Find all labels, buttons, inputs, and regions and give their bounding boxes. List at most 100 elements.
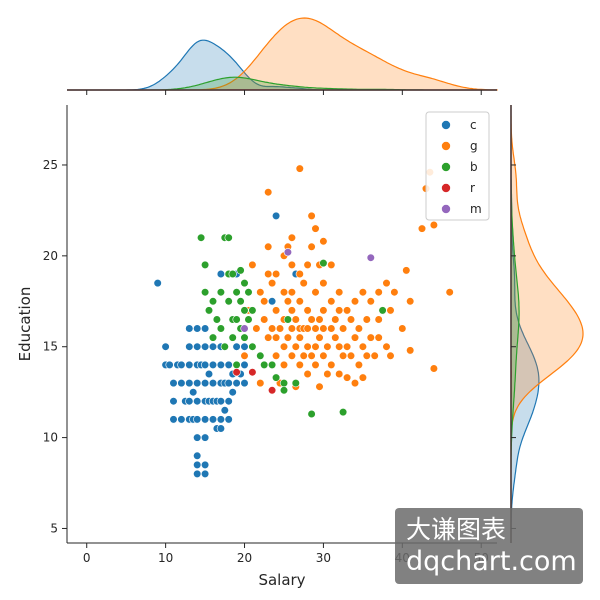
point-c-62: [228, 388, 237, 397]
legend-marker-g: [441, 141, 451, 151]
right-marginal-kde: [510, 105, 584, 543]
point-g-95: [358, 342, 368, 351]
point-b-29: [248, 342, 257, 351]
point-c-53: [216, 360, 225, 370]
point-c-26: [193, 379, 202, 388]
point-b-18: [232, 315, 241, 324]
point-c-1: [161, 342, 170, 351]
point-c-42: [208, 415, 218, 424]
point-g-97: [358, 288, 368, 297]
point-c-70: [240, 360, 249, 370]
point-b-1: [201, 260, 210, 270]
y-tick-label-5: 5: [50, 521, 58, 535]
y-tick-label-20: 20: [43, 249, 58, 263]
point-c-16: [185, 342, 194, 351]
point-c-71: [240, 342, 249, 351]
point-r-0: [232, 368, 241, 377]
point-g-39: [295, 360, 304, 370]
point-m-0: [240, 324, 249, 333]
point-c-37: [201, 360, 210, 370]
point-g-17: [272, 333, 281, 342]
point-g-50: [303, 324, 312, 333]
legend-box: [425, 111, 490, 221]
point-c-17: [185, 324, 194, 333]
point-g-116: [417, 224, 427, 233]
point-g-92: [350, 297, 360, 306]
point-g-72: [323, 369, 332, 379]
point-g-74: [327, 324, 336, 333]
point-c-22: [193, 451, 202, 460]
point-c-38: [201, 342, 210, 351]
point-g-88: [346, 351, 356, 360]
point-b-5: [208, 297, 218, 306]
point-g-108: [382, 279, 391, 288]
watermark: 大谦图表 dqchart.com: [395, 508, 583, 584]
watermark-line2: dqchart.com: [406, 546, 577, 577]
point-g-32: [287, 306, 297, 315]
point-b-11: [224, 233, 233, 242]
point-b-8: [216, 324, 225, 333]
point-g-91: [350, 333, 360, 342]
x-axis-label: Salary: [258, 571, 305, 589]
point-c-34: [201, 415, 210, 424]
point-b-24: [240, 279, 249, 288]
point-g-90: [350, 379, 360, 388]
point-c-58: [224, 415, 233, 424]
point-c-13: [185, 397, 194, 406]
point-g-59: [311, 324, 320, 333]
y-axis-label: Education: [16, 287, 34, 362]
x-tick-label-20: 20: [237, 551, 252, 565]
point-c-61: [224, 360, 233, 370]
point-g-16: [272, 351, 281, 360]
point-c-32: [201, 460, 210, 470]
point-g-67: [319, 324, 328, 333]
x-tick-label-0: 0: [83, 551, 91, 565]
x-tick-label-10: 10: [158, 551, 173, 565]
point-g-62: [315, 382, 324, 391]
point-b-2: [201, 288, 210, 297]
point-g-18: [272, 306, 281, 315]
point-g-25: [279, 288, 289, 297]
point-g-101: [366, 297, 375, 306]
point-g-43: [295, 269, 304, 279]
point-g-6: [256, 288, 265, 297]
point-g-81: [335, 306, 344, 315]
point-b-28: [248, 306, 257, 315]
point-g-104: [374, 315, 383, 324]
point-g-9: [264, 333, 273, 342]
point-c-14: [185, 379, 194, 388]
point-g-79: [335, 369, 344, 379]
point-b-26: [244, 315, 253, 324]
point-g-47: [299, 279, 308, 288]
point-c-55: [216, 269, 225, 279]
point-c-19: [189, 388, 198, 397]
point-b-7: [216, 288, 225, 297]
point-b-0: [197, 233, 206, 242]
top-kde-g: [67, 17, 498, 91]
point-g-105: [374, 288, 383, 297]
point-g-119: [429, 220, 439, 230]
point-c-36: [201, 379, 210, 388]
point-g-8: [260, 297, 269, 306]
point-g-27: [283, 333, 293, 342]
point-g-5: [256, 379, 265, 388]
legend-marker-m: [441, 204, 451, 214]
point-g-84: [339, 324, 348, 333]
point-g-94: [354, 324, 364, 333]
point-c-15: [185, 360, 194, 370]
point-c-8: [177, 415, 186, 424]
point-b-3: [204, 306, 214, 315]
point-g-56: [307, 211, 316, 220]
point-g-78: [331, 315, 340, 324]
point-b-4: [208, 333, 218, 342]
point-c-33: [201, 433, 210, 442]
point-b-33: [268, 360, 277, 370]
point-g-19: [272, 269, 281, 279]
point-g-85: [343, 373, 352, 382]
point-b-36: [279, 386, 289, 395]
point-c-69: [240, 379, 249, 388]
point-g-42: [295, 297, 304, 306]
point-b-35: [279, 379, 289, 388]
point-g-40: [295, 333, 304, 342]
